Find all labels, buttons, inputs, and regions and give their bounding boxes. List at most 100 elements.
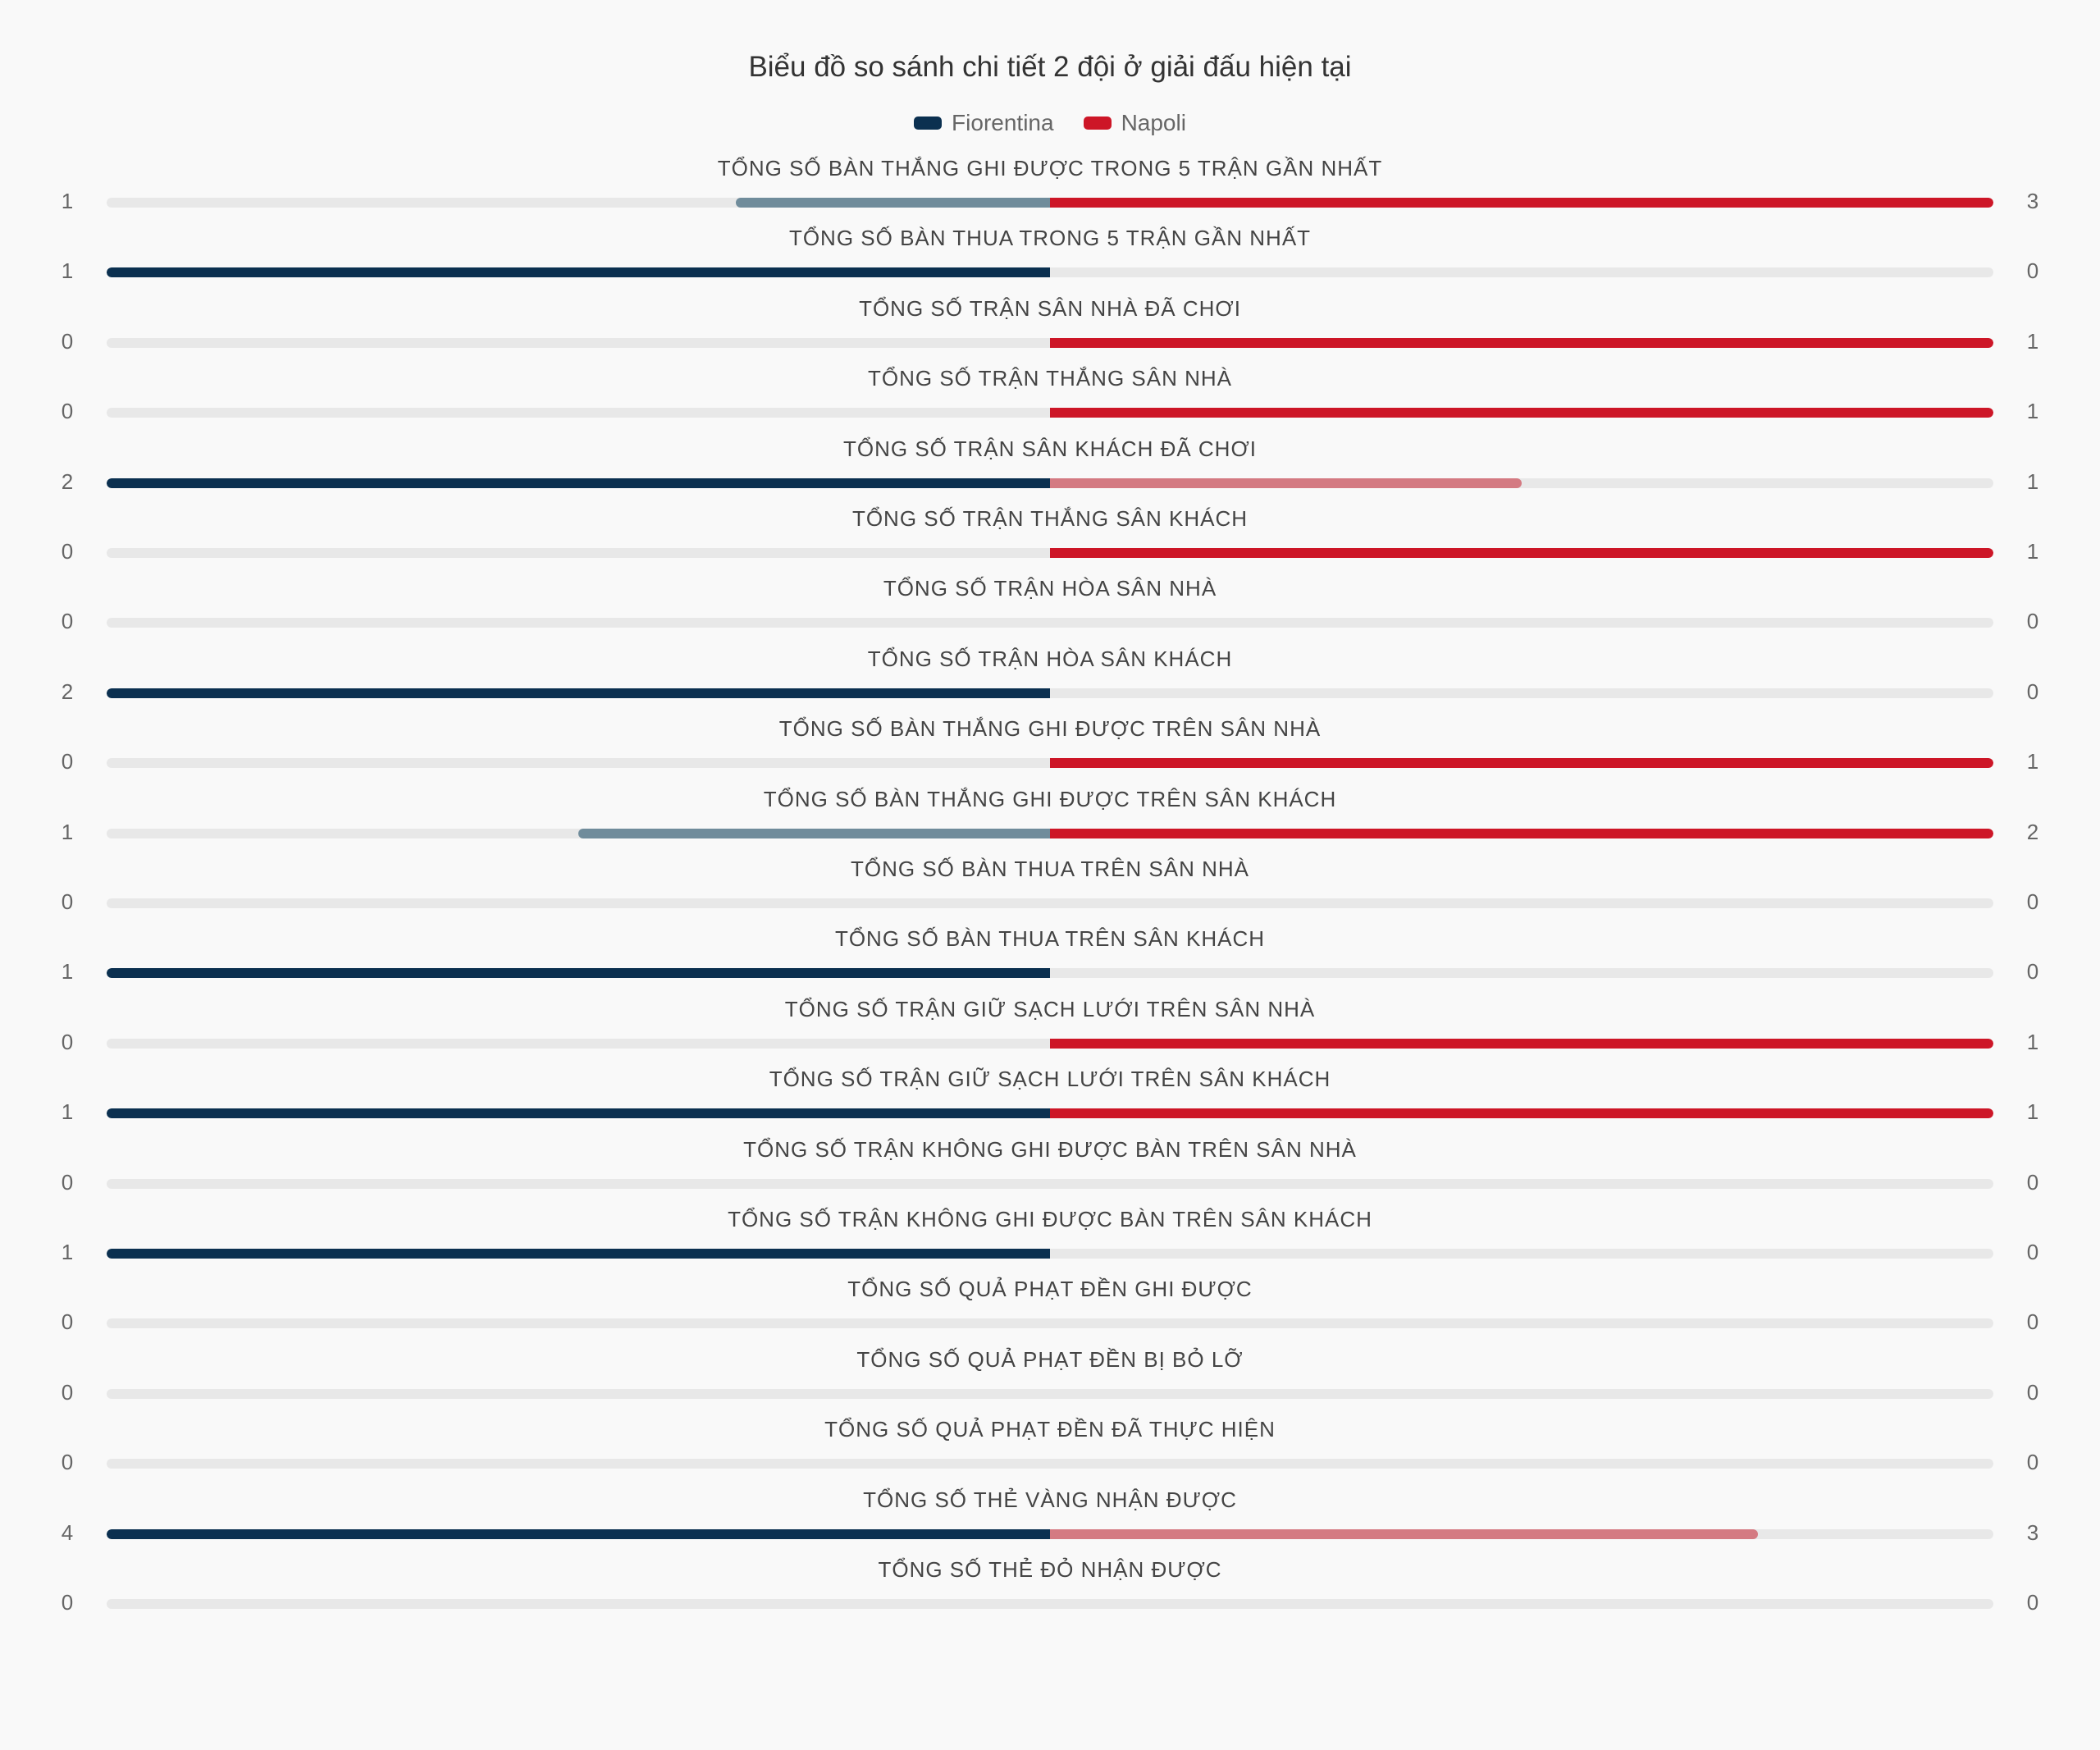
stat-label: TỔNG SỐ THẺ VÀNG NHẬN ĐƯỢC [863,1487,1237,1512]
fiorentina-value: 0 [61,539,74,564]
bar-track [107,1528,1993,1539]
fiorentina-value: 0 [61,889,74,914]
fiorentina-value: 0 [61,1309,74,1335]
stat-row: TỔNG SỐ QUẢ PHẠT ĐỀN BỊ BỎ LỠ 0 0 [0,1347,2100,1418]
bar-track [107,1599,1993,1609]
chart-title: Biểu đồ so sánh chi tiết 2 đội ở giải đấ… [748,51,1352,83]
fiorentina-value: 0 [61,749,74,774]
bar-fiorentina[interactable] [735,198,1050,208]
stat-row: TỔNG SỐ QUẢ PHẠT ĐỀN ĐÃ THỰC HIỆN 0 0 [0,1417,2100,1487]
fiorentina-value: 1 [61,258,74,284]
napoli-value: 0 [2026,1379,2039,1405]
stat-label: TỔNG SỐ BÀN THẮNG GHI ĐƯỢC TRÊN SÂN NHÀ [778,716,1322,742]
napoli-value: 1 [2026,468,2039,494]
napoli-value: 0 [2026,609,2039,634]
bar-track [107,968,1993,979]
napoli-value: 1 [2026,749,2039,774]
bar-fiorentina[interactable] [107,1108,1050,1119]
bar-fiorentina[interactable] [578,828,1050,838]
bar-napoli[interactable] [1050,337,1993,348]
stat-row: TỔNG SỐ BÀN THUA TRÊN SÂN KHÁCH 1 0 [0,926,2100,997]
stat-label: TỔNG SỐ TRẬN GIỮ SẠCH LƯỚI TRÊN SÂN NHÀ [784,996,1316,1021]
napoli-value: 1 [2026,328,2039,354]
bar-napoli[interactable] [1050,828,1993,838]
fiorentina-value: 0 [61,609,74,634]
stat-row: TỔNG SỐ THẺ VÀNG NHẬN ĐƯỢC 4 3 [0,1487,2100,1558]
stat-label: TỔNG SỐ BÀN THẮNG GHI ĐƯỢC TRONG 5 TRẬN … [717,156,1383,180]
fiorentina-value: 2 [61,679,74,704]
stat-label: TỔNG SỐ QUẢ PHẠT ĐỀN BỊ BỎ LỠ [856,1346,1244,1372]
bar-track [107,618,1993,628]
bar-track [107,477,1993,488]
stat-label: TỔNG SỐ BÀN THUA TRONG 5 TRẬN GẦN NHẤT [788,226,1312,251]
stat-row: TỔNG SỐ TRẬN HÒA SÂN KHÁCH 2 0 [0,647,2100,717]
napoli-value: 0 [2026,1590,2039,1615]
bar-napoli[interactable] [1050,1108,1993,1119]
napoli-value: 3 [2026,1519,2039,1545]
fiorentina-value: 1 [61,1099,74,1125]
bar-track [107,1038,1993,1049]
stat-row: TỔNG SỐ BÀN THẮNG GHI ĐƯỢC TRÊN SÂN KHÁC… [0,787,2100,857]
stat-label: TỔNG SỐ TRẬN HÒA SÂN KHÁCH [867,646,1233,671]
legend-item-napoli[interactable]: Napoli [1083,110,1186,136]
stat-row: TỔNG SỐ TRẬN KHÔNG GHI ĐƯỢC BÀN TRÊN SÂN… [0,1207,2100,1277]
fiorentina-value: 1 [61,189,74,213]
fiorentina-value: 0 [61,1379,74,1405]
fiorentina-value: 2 [61,468,74,494]
bar-napoli[interactable] [1050,758,1993,769]
stat-row: TỔNG SỐ QUẢ PHẠT ĐỀN GHI ĐƯỢC 0 0 [0,1277,2100,1347]
bar-track [107,337,1993,348]
stat-label: TỔNG SỐ BÀN THUA TRÊN SÂN NHÀ [850,857,1249,881]
napoli-value: 0 [2026,1240,2039,1264]
fiorentina-value: 1 [61,819,74,844]
bar-fiorentina[interactable] [107,688,1050,698]
bar-fiorentina[interactable] [107,267,1050,278]
stat-row: TỔNG SỐ TRẬN GIỮ SẠCH LƯỚI TRÊN SÂN KHÁC… [0,1067,2100,1137]
bar-track [107,1178,1993,1189]
stat-row: TỔNG SỐ BÀN THUA TRONG 5 TRẬN GẦN NHẤT 1 0 [0,226,2100,296]
bar-fiorentina[interactable] [107,1249,1050,1259]
legend-label-napoli: Napoli [1121,110,1186,135]
fiorentina-value: 4 [61,1519,74,1545]
bar-track [107,828,1993,838]
bar-napoli[interactable] [1050,548,1993,558]
bar-napoli[interactable] [1050,1038,1993,1049]
stat-label: TỔNG SỐ TRẬN GIỮ SẠCH LƯỚI TRÊN SÂN KHÁC… [769,1067,1331,1092]
bar-napoli[interactable] [1050,198,1993,208]
fiorentina-value: 1 [61,1240,74,1264]
fiorentina-value: 1 [61,959,74,985]
fiorentina-value: 0 [61,399,74,424]
stat-row: TỔNG SỐ BÀN THẮNG GHI ĐƯỢC TRÊN SÂN NHÀ 0… [0,716,2100,787]
bar-track [107,1459,1993,1469]
legend-swatch-napoli [1083,117,1112,130]
stat-label: TỔNG SỐ QUẢ PHẠT ĐỀN ĐÃ THỰC HIỆN [824,1417,1276,1442]
legend-label-fiorentina: Fiorentina [952,110,1054,135]
bar-track [107,408,1993,418]
stat-label: TỔNG SỐ TRẬN THẮNG SÂN KHÁCH [851,506,1249,531]
napoli-value: 0 [2026,1450,2039,1475]
bar-fiorentina[interactable] [107,477,1050,488]
bar-fiorentina[interactable] [107,1528,1050,1539]
napoli-value: 1 [2026,539,2039,564]
stat-label: TỔNG SỐ THẺ ĐỎ NHẬN ĐƯỢC [878,1557,1222,1582]
fiorentina-value: 0 [61,1029,74,1054]
stat-row: TỔNG SỐ TRẬN THẮNG SÂN KHÁCH 0 1 [0,506,2100,577]
fiorentina-value: 0 [61,1169,74,1195]
legend-item-fiorentina[interactable]: Fiorentina [914,110,1054,136]
napoli-value: 1 [2026,1099,2039,1125]
stat-row: TỔNG SỐ TRẬN SÂN KHÁCH ĐÃ CHƠI 2 1 [0,436,2100,507]
bar-track [107,198,1993,208]
napoli-value: 0 [2026,959,2039,985]
bar-track [107,1318,1993,1329]
bar-track [107,758,1993,769]
bar-napoli[interactable] [1050,408,1993,418]
bar-fiorentina[interactable] [107,968,1050,979]
stat-label: TỔNG SỐ TRẬN KHÔNG GHI ĐƯỢC BÀN TRÊN SÂN… [743,1136,1357,1162]
bar-track [107,267,1993,278]
bar-napoli[interactable] [1050,1528,1758,1539]
stat-label: TỔNG SỐ TRẬN SÂN NHÀ ĐÃ CHƠI [859,295,1241,321]
napoli-value: 0 [2026,1309,2039,1335]
napoli-value: 0 [2026,889,2039,914]
bar-napoli[interactable] [1050,477,1522,488]
napoli-value: 0 [2026,258,2039,284]
